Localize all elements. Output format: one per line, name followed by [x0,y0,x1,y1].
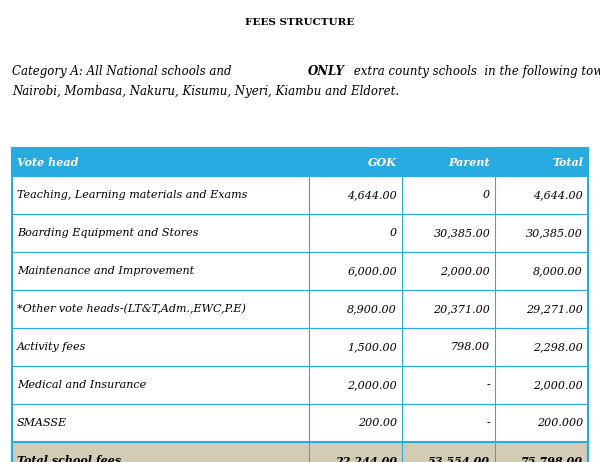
Text: Teaching, Learning materials and Exams: Teaching, Learning materials and Exams [17,190,247,200]
Text: 0: 0 [483,190,490,200]
Bar [12,176,588,214]
Text: 53,554.00: 53,554.00 [428,456,490,462]
Text: FEES STRUCTURE: FEES STRUCTURE [245,18,355,27]
Text: Parent: Parent [449,157,490,168]
Text: 798.00: 798.00 [451,342,490,352]
Text: -: - [487,380,490,390]
Bar [12,214,588,252]
Bar [12,404,588,442]
Text: Boarding Equipment and Stores: Boarding Equipment and Stores [17,228,199,238]
Text: 8,900.00: 8,900.00 [347,304,397,314]
Text: Total: Total [552,157,583,168]
Text: 4,644.00: 4,644.00 [533,190,583,200]
Text: 30,385.00: 30,385.00 [433,228,490,238]
Text: Category A: All National schools and: Category A: All National schools and [12,65,235,78]
Text: 30,385.00: 30,385.00 [526,228,583,238]
Text: Maintenance and Improvement: Maintenance and Improvement [17,266,194,276]
Text: 8,000.00: 8,000.00 [533,266,583,276]
Bar [12,366,588,404]
Bar [12,442,588,462]
Text: Total school fees: Total school fees [17,456,121,462]
Text: 4,644.00: 4,644.00 [347,190,397,200]
Text: Activity fees: Activity fees [17,342,86,352]
Text: -: - [487,418,490,428]
Text: 20,371.00: 20,371.00 [433,304,490,314]
Text: 0: 0 [390,228,397,238]
Text: 2,000.00: 2,000.00 [533,380,583,390]
Text: SMASSE: SMASSE [17,418,67,428]
Text: 2,298.00: 2,298.00 [533,342,583,352]
Text: 2,000.00: 2,000.00 [347,380,397,390]
Bar [12,148,588,176]
Text: 200.000: 200.000 [537,418,583,428]
Text: ONLY: ONLY [308,65,344,78]
Text: extra county schools  in the following towns :: extra county schools in the following to… [350,65,600,78]
Bar [12,290,588,328]
Bar [12,328,588,366]
Text: GOK: GOK [368,157,397,168]
Bar [12,148,588,462]
Text: 1,500.00: 1,500.00 [347,342,397,352]
Text: Vote head: Vote head [17,157,79,168]
Text: *Other vote heads-(LT&T,Adm.,EWC,P.E): *Other vote heads-(LT&T,Adm.,EWC,P.E) [17,304,246,314]
Text: 75,798.00: 75,798.00 [521,456,583,462]
Text: 2,000.00: 2,000.00 [440,266,490,276]
Bar [12,252,588,290]
Text: 29,271.00: 29,271.00 [526,304,583,314]
Text: Nairobi, Mombasa, Nakuru, Kisumu, Nyeri, Kiambu and Eldoret.: Nairobi, Mombasa, Nakuru, Kisumu, Nyeri,… [12,85,399,98]
Text: 22,244.00: 22,244.00 [335,456,397,462]
Text: Medical and Insurance: Medical and Insurance [17,380,146,390]
Text: 6,000.00: 6,000.00 [347,266,397,276]
Text: 200.00: 200.00 [358,418,397,428]
